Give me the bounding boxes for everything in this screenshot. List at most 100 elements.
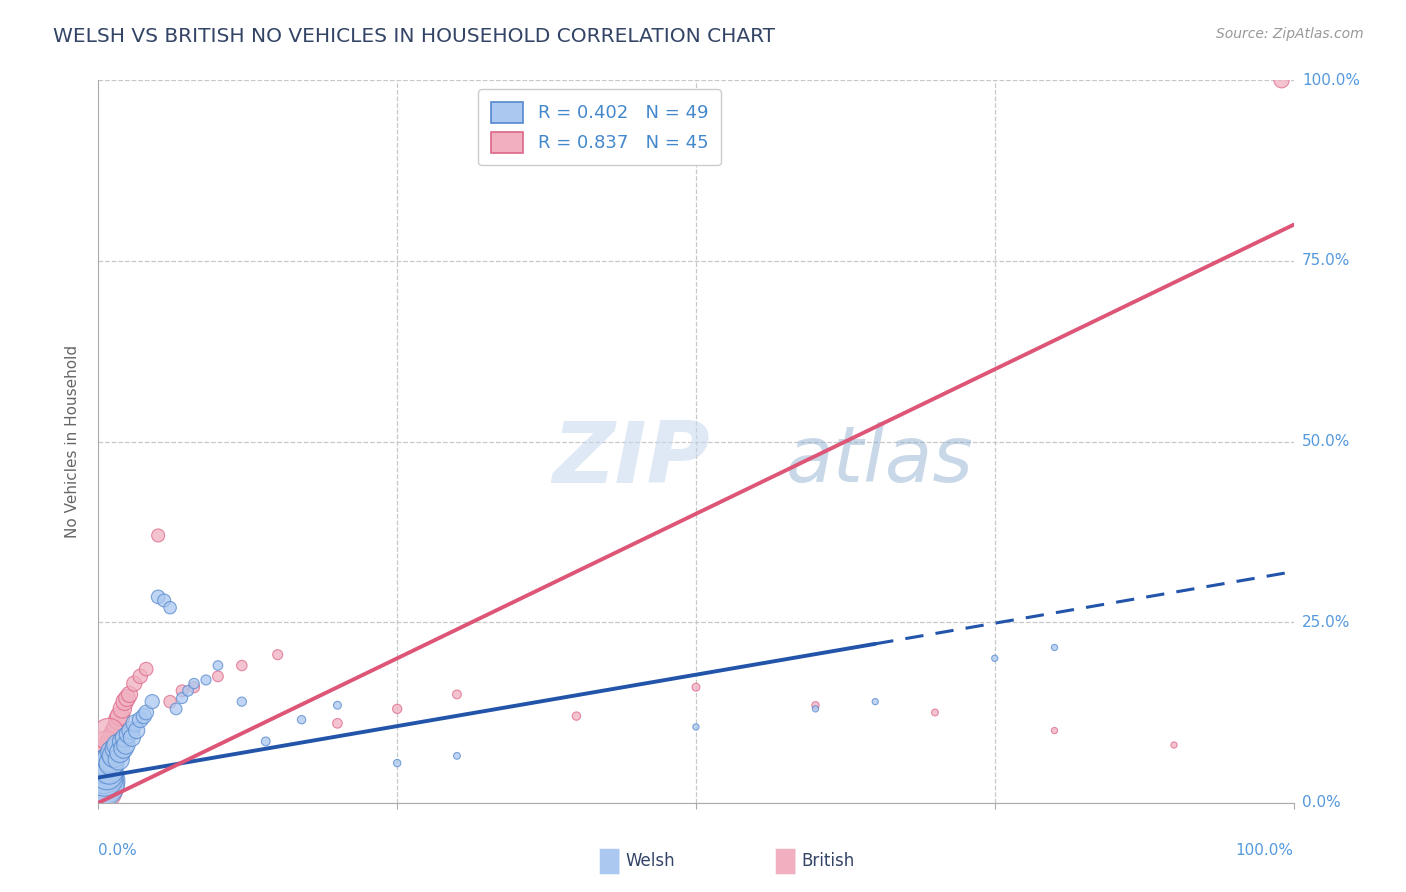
Point — [267, 648, 290, 662]
Text: █: █ — [599, 848, 619, 873]
Text: 0.0%: 0.0% — [98, 843, 138, 857]
Point — [91, 764, 114, 778]
Point — [93, 756, 115, 770]
Point — [90, 771, 112, 785]
Point — [326, 716, 349, 731]
Point — [291, 713, 314, 727]
Text: 100.0%: 100.0% — [1236, 843, 1294, 857]
Point — [98, 741, 122, 756]
Text: Welsh: Welsh — [626, 852, 675, 870]
Point — [153, 593, 176, 607]
Point — [94, 752, 117, 766]
Point — [115, 691, 138, 706]
Point — [114, 695, 136, 709]
Text: Source: ZipAtlas.com: Source: ZipAtlas.com — [1216, 27, 1364, 41]
Point — [1163, 738, 1185, 752]
Point — [97, 748, 120, 763]
Text: 25.0%: 25.0% — [1302, 615, 1350, 630]
Text: █: █ — [775, 848, 794, 873]
Point — [159, 695, 181, 709]
Point — [96, 756, 118, 770]
Point — [107, 720, 129, 734]
Text: 0.0%: 0.0% — [1302, 796, 1340, 810]
Point — [132, 709, 155, 723]
Point — [446, 748, 468, 763]
Point — [1043, 640, 1066, 655]
Point — [924, 706, 946, 720]
Point — [231, 658, 253, 673]
Point — [101, 734, 124, 748]
Point — [446, 687, 468, 701]
Point — [254, 734, 277, 748]
Point — [685, 720, 707, 734]
Point — [195, 673, 218, 687]
Point — [91, 778, 114, 792]
Point — [115, 738, 138, 752]
Point — [91, 774, 114, 789]
Point — [326, 698, 349, 713]
Point — [107, 752, 129, 766]
Point — [94, 760, 117, 774]
Point — [124, 716, 146, 731]
Point — [183, 676, 205, 690]
Point — [98, 752, 122, 766]
Point — [90, 781, 112, 796]
Point — [105, 723, 128, 738]
Point — [141, 695, 163, 709]
Point — [385, 702, 409, 716]
Point — [101, 745, 124, 759]
Point — [165, 702, 187, 716]
Point — [135, 662, 157, 676]
Text: WELSH VS BRITISH NO VEHICLES IN HOUSEHOLD CORRELATION CHART: WELSH VS BRITISH NO VEHICLES IN HOUSEHOL… — [53, 27, 776, 45]
Point — [98, 745, 121, 759]
Point — [111, 734, 134, 748]
Point — [107, 713, 129, 727]
Point — [100, 738, 122, 752]
Point — [804, 702, 827, 716]
Point — [108, 745, 131, 759]
Point — [685, 680, 707, 694]
Y-axis label: No Vehicles in Household: No Vehicles in Household — [65, 345, 80, 538]
Point — [96, 767, 118, 781]
Text: atlas: atlas — [786, 422, 973, 498]
Point — [129, 713, 152, 727]
Point — [124, 676, 146, 690]
Text: 100.0%: 100.0% — [1302, 73, 1360, 87]
Point — [120, 723, 142, 738]
Point — [103, 731, 125, 745]
Legend: R = 0.402   N = 49, R = 0.837   N = 45: R = 0.402 N = 49, R = 0.837 N = 45 — [478, 89, 721, 165]
Point — [107, 738, 129, 752]
Point — [121, 731, 143, 745]
Point — [111, 702, 134, 716]
Point — [135, 706, 157, 720]
Text: ZIP: ZIP — [553, 418, 710, 501]
Point — [159, 600, 181, 615]
Point — [105, 741, 128, 756]
Point — [172, 691, 194, 706]
Point — [93, 771, 115, 785]
Point — [104, 727, 127, 741]
Point — [1043, 723, 1066, 738]
Point — [91, 767, 114, 781]
Point — [114, 731, 136, 745]
Point — [207, 658, 229, 673]
Point — [97, 756, 120, 770]
Point — [90, 774, 112, 789]
Point — [385, 756, 409, 770]
Text: British: British — [801, 852, 855, 870]
Point — [172, 683, 194, 698]
Point — [93, 760, 115, 774]
Point — [117, 727, 139, 741]
Point — [125, 723, 148, 738]
Point — [98, 764, 121, 778]
Point — [207, 669, 229, 683]
Point — [1271, 73, 1294, 87]
Point — [984, 651, 1007, 665]
Point — [129, 669, 152, 683]
Point — [148, 528, 170, 542]
Point — [108, 709, 131, 723]
Point — [118, 687, 141, 701]
Point — [100, 756, 122, 770]
Point — [865, 695, 887, 709]
Point — [148, 590, 170, 604]
